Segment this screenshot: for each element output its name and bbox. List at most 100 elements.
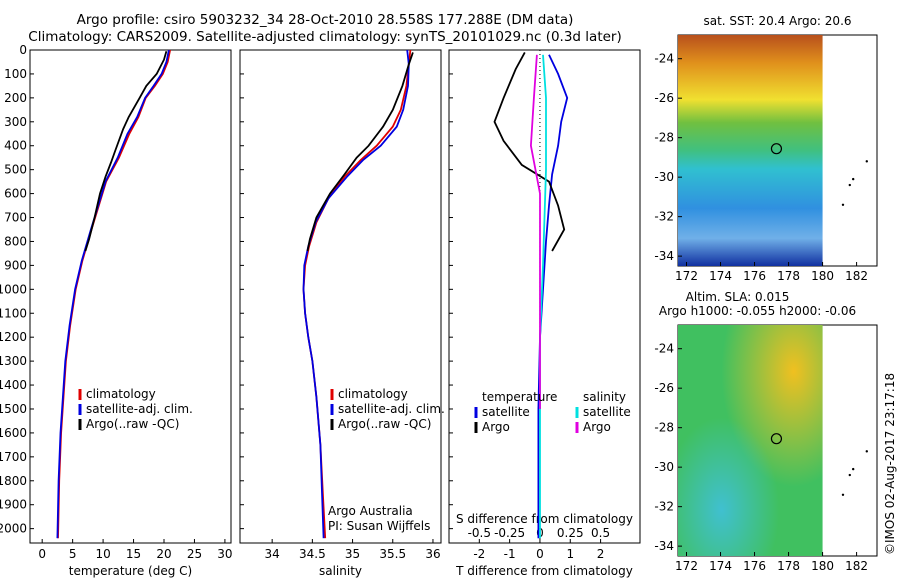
y-tick-label: 300 — [4, 115, 27, 129]
y-tick-label: -26 — [654, 91, 674, 105]
y-tick-label: -32 — [654, 500, 674, 514]
x-tick-label: 180 — [811, 269, 834, 283]
y-tick-label: -24 — [654, 52, 674, 66]
x-tick-label: 180 — [811, 559, 834, 573]
x-tick-label: -1 — [504, 547, 516, 561]
difference-panel: -2 -1 0 1 2 T difference from climatology -0.5… — [448, 49, 641, 578]
island — [841, 203, 845, 206]
y-tick-label: 1700 — [0, 450, 27, 464]
x-tick-label: 34 — [265, 547, 280, 561]
y-tick-label: -26 — [654, 381, 674, 395]
map-title: Argo h1000: -0.055 h2000: -0.06 — [659, 304, 856, 318]
sst-field — [678, 35, 823, 266]
y-tick-label: -24 — [654, 342, 674, 356]
y-tick-label: 800 — [4, 234, 27, 248]
y-tick-label: -34 — [654, 539, 674, 553]
sla-low — [678, 325, 823, 556]
title-line-1: Argo profile: csiro 5903232_34 28-Oct-20… — [76, 12, 574, 28]
y-tick-label: 1600 — [0, 426, 27, 440]
x-tick-label: 178 — [777, 559, 800, 573]
x-axis-label: temperature (deg C) — [69, 564, 192, 578]
x-tick-label: 20 — [156, 547, 171, 561]
island — [865, 450, 868, 453]
legend-label: Argo — [583, 420, 611, 434]
legend-label: Argo — [482, 420, 510, 434]
y-tick-label: 2000 — [0, 522, 27, 536]
x-tick-label: 15 — [126, 547, 141, 561]
y-tick-label: 1500 — [0, 402, 27, 416]
x-tick-label: 35 — [345, 547, 360, 561]
plot-frame — [448, 49, 641, 544]
x-tick-label: 10 — [95, 547, 110, 561]
annotation: Argo Australia — [328, 504, 413, 518]
island — [851, 467, 855, 471]
sst-map-panel: 172 174 176 178 180 182 -24 -26 -28 -30 -32 -34 sat.… — [654, 14, 878, 283]
y-tick-label: 200 — [4, 91, 27, 105]
top-tick-label: -0.25 — [494, 526, 525, 540]
y-tick-label: 400 — [4, 139, 27, 153]
legend-label: satellite-adj. clim. — [338, 402, 445, 416]
legend-label: satellite — [482, 405, 530, 419]
legend-heading: temperature — [482, 390, 557, 404]
top-tick-label: 0.5 — [591, 526, 610, 540]
island — [865, 160, 868, 163]
x-tick-label: 2 — [597, 547, 605, 561]
x-tick-label: 178 — [777, 269, 800, 283]
x-tick-label: 0 — [38, 547, 46, 561]
top-tick-label: 0.25 — [557, 526, 584, 540]
x-tick-label: 172 — [675, 269, 698, 283]
credit-text: ©IMOS 02-Aug-2017 23:17:18 — [883, 372, 897, 555]
island — [848, 183, 851, 187]
x-tick-label: -2 — [473, 547, 485, 561]
x-tick-label: 35.5 — [379, 547, 406, 561]
x-tick-label: 174 — [709, 559, 732, 573]
y-tick-label: -30 — [654, 170, 674, 184]
legend-label: Argo(..raw -QC) — [338, 417, 431, 431]
x-tick-label: 5 — [69, 547, 77, 561]
x-tick-label: 182 — [845, 559, 868, 573]
x-axis-label: T difference from climatology — [455, 564, 633, 578]
x-tick-label: 172 — [675, 559, 698, 573]
island — [841, 493, 845, 496]
top-axis-label: S difference from climatology — [456, 512, 633, 526]
argo-location-marker — [770, 433, 783, 445]
series-line — [84, 50, 168, 252]
y-tick-label: 1900 — [0, 498, 27, 512]
annotation: PI: Susan Wijffels — [328, 519, 430, 533]
x-axis-label: salinity — [319, 564, 362, 578]
y-tick-label: 1000 — [0, 282, 27, 296]
salinity-panel: 34 34.5 35 35.5 36 salinity climatologysatelli… — [239, 49, 445, 578]
title-line-2: Climatology: CARS2009. Satellite-adjuste… — [28, 29, 622, 45]
y-tick-label: -32 — [654, 210, 674, 224]
y-tick-label: 1400 — [0, 378, 27, 392]
x-tick-label: 36 — [425, 547, 440, 561]
y-tick-label: 600 — [4, 187, 27, 201]
x-tick-label: 1 — [566, 547, 574, 561]
legend-label: Argo(..raw -QC) — [86, 417, 179, 431]
island — [851, 177, 855, 181]
y-tick-label: 0 — [19, 43, 27, 57]
x-tick-label: 182 — [845, 269, 868, 283]
x-tick-label: 34.5 — [299, 547, 326, 561]
x-tick-label: 0 — [536, 547, 544, 561]
map-title: Altim. SLA: 0.015 — [686, 290, 790, 304]
x-tick-label: 176 — [743, 269, 766, 283]
x-tick-label: 30 — [217, 547, 232, 561]
x-tick-label: 25 — [187, 547, 202, 561]
y-tick-label: 100 — [4, 67, 27, 81]
series-line — [537, 54, 569, 539]
x-tick-label: 174 — [709, 269, 732, 283]
argo-location-marker — [770, 143, 783, 155]
y-tick-label: 1100 — [0, 306, 27, 320]
series-line — [529, 54, 541, 409]
y-tick-label: 1800 — [0, 474, 27, 488]
y-tick-label: 1300 — [0, 354, 27, 368]
legend-label: climatology — [86, 387, 156, 401]
legend-label: climatology — [338, 387, 408, 401]
y-tick-label: 500 — [4, 163, 27, 177]
series-line — [306, 52, 414, 252]
y-tick-label: -30 — [654, 460, 674, 474]
y-tick-label: -28 — [654, 421, 674, 435]
plot-frame — [239, 49, 442, 544]
